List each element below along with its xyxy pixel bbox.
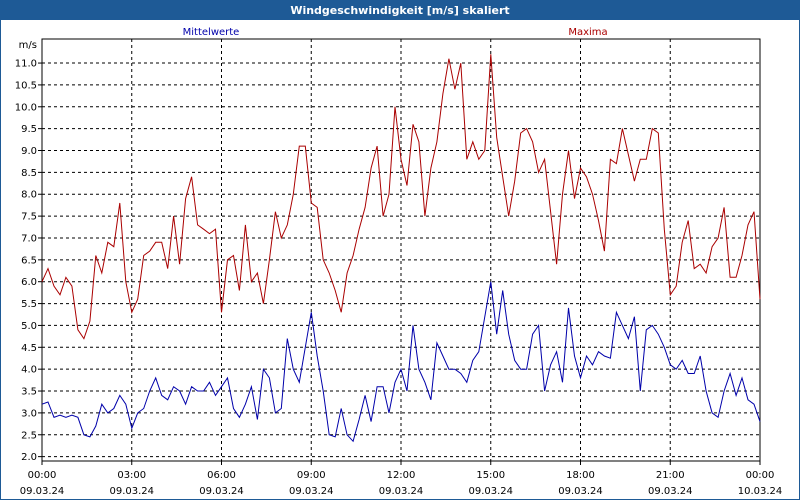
x-tick-date-label: 09.03.24 (558, 486, 603, 497)
y-tick-label: 7.0 (21, 233, 37, 244)
y-tick-label: 10.5 (15, 80, 37, 91)
y-tick-label: 6.5 (21, 255, 37, 266)
legend-mittelwerte: Mittelwerte (183, 27, 240, 38)
y-tick-label: 3.5 (21, 387, 37, 398)
x-tick-time-label: 00:00 (28, 470, 57, 481)
x-tick-time-label: 12:00 (387, 470, 416, 481)
x-tick-time-label: 09:00 (297, 470, 326, 481)
y-tick-label: 3.0 (21, 408, 37, 419)
x-tick-date-label: 09.03.24 (20, 486, 65, 497)
x-tick-date-label: 09.03.24 (648, 486, 693, 497)
y-tick-label: 2.0 (21, 452, 37, 463)
y-tick-label: 8.5 (21, 168, 37, 179)
y-tick-label: 11.0 (15, 59, 37, 70)
y-tick-label: 2.5 (21, 430, 37, 441)
x-tick-date-label: 09.03.24 (289, 486, 334, 497)
y-tick-label: 10.0 (15, 102, 37, 113)
legend-maxima: Maxima (568, 27, 607, 38)
x-tick-date-label: 09.03.24 (379, 486, 424, 497)
y-tick-label: 9.0 (21, 146, 37, 157)
y-tick-label: 8.0 (21, 190, 37, 201)
x-tick-date-label: 09.03.24 (109, 486, 154, 497)
y-tick-label: 9.5 (21, 124, 37, 135)
chart-title: Windgeschwindigkeit [m/s] skaliert (1, 1, 799, 20)
series-line-maxima (41, 54, 761, 340)
series-line-mittelwerte (41, 281, 761, 443)
y-tick-label: 4.5 (21, 343, 37, 354)
x-tick-time-label: 15:00 (476, 470, 505, 481)
y-tick-label: 6.0 (21, 277, 37, 288)
y-axis-label: m/s (19, 40, 37, 51)
x-tick-date-label: 09.03.24 (468, 486, 513, 497)
y-tick-label: 4.0 (21, 365, 37, 376)
x-tick-time-label: 06:00 (207, 470, 236, 481)
x-tick-time-label: 03:00 (117, 470, 146, 481)
x-tick-date-label: 10.03.24 (738, 486, 783, 497)
y-tick-label: 5.5 (21, 299, 37, 310)
x-tick-time-label: 21:00 (656, 470, 685, 481)
y-tick-label: 7.5 (21, 212, 37, 223)
y-tick-label: 5.0 (21, 321, 37, 332)
x-tick-time-label: 00:00 (746, 470, 775, 481)
x-tick-time-label: 18:00 (566, 470, 595, 481)
x-tick-date-label: 09.03.24 (199, 486, 244, 497)
